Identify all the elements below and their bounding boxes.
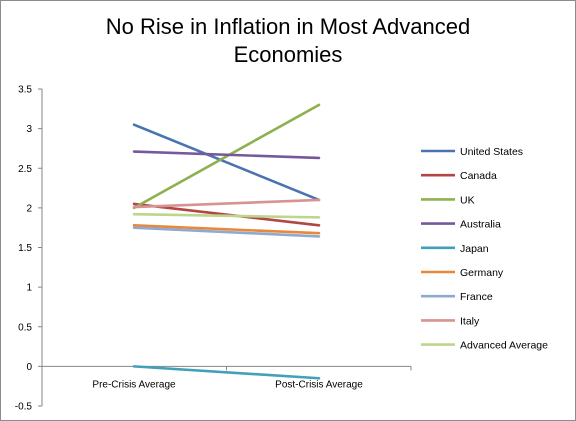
x-tick-label: Post-Crisis Average <box>275 379 363 390</box>
legend-label-canada: Canada <box>460 170 497 182</box>
y-tick-label: 2 <box>26 203 32 214</box>
y-tick-label: 2.5 <box>18 164 32 175</box>
y-tick-label: 0.5 <box>18 322 32 333</box>
series-line-japan <box>132 365 321 380</box>
series-line-australia <box>132 150 321 160</box>
chart-title-line-1: No Rise in Inflation in Most Advanced <box>105 14 471 39</box>
y-tick-label: 3 <box>26 124 32 135</box>
legend-label-italy: Italy <box>460 315 480 327</box>
legend-label-japan: Japan <box>460 243 489 255</box>
series-line-uk <box>132 103 321 210</box>
legend-label-advanced-average: Advanced Average <box>460 340 548 352</box>
legend-label-france: France <box>460 291 493 303</box>
y-tick-label: -0.5 <box>15 402 33 413</box>
y-tick-label: 1 <box>26 283 32 294</box>
series-line-united-states <box>132 123 321 202</box>
legend-label-united-states: United States <box>460 146 523 158</box>
y-tick-label: 0 <box>26 362 32 373</box>
legend-label-australia: Australia <box>460 219 501 231</box>
legend-label-uk: UK <box>460 194 475 206</box>
x-tick-label: Pre-Crisis Average <box>92 379 176 390</box>
series-line-germany <box>132 224 321 235</box>
series-line-italy <box>132 198 321 209</box>
chart-title: No Rise in Inflation in Most Advanced Ec… <box>1 13 575 69</box>
y-tick-label: 3.5 <box>18 85 32 96</box>
series-line-france <box>132 226 321 238</box>
y-tick-label: 1.5 <box>18 243 32 254</box>
series-line-advanced-average <box>132 212 321 219</box>
legend-label-germany: Germany <box>460 267 504 279</box>
chart-title-line-2: Economies <box>233 42 343 67</box>
